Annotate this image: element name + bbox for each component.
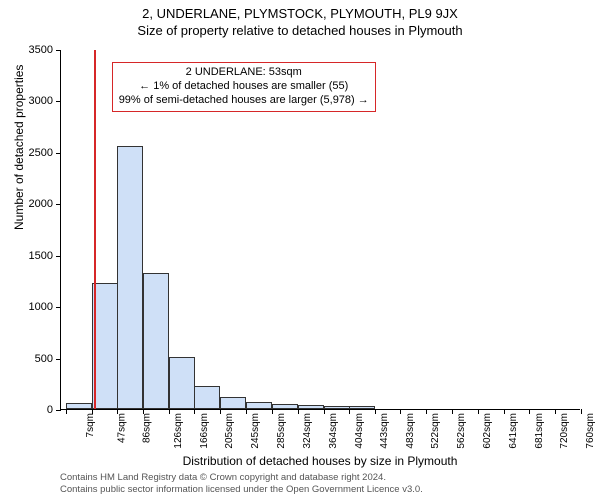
x-tick [555, 409, 556, 414]
x-tick [117, 409, 118, 414]
x-tick [220, 409, 221, 414]
info-box-line: 2 UNDERLANE: 53sqm [119, 66, 369, 80]
page-title-main: 2, UNDERLANE, PLYMSTOCK, PLYMOUTH, PL9 9… [0, 0, 600, 21]
x-tick [349, 409, 350, 414]
x-tick [298, 409, 299, 414]
x-tick [272, 409, 273, 414]
histogram-bar [117, 146, 143, 409]
y-tick [56, 256, 61, 257]
x-tick [400, 409, 401, 414]
x-tick-label: 364sqm [328, 413, 339, 449]
y-tick [56, 50, 61, 51]
histogram-bar [349, 406, 375, 409]
x-tick-label: 562sqm [456, 413, 467, 449]
x-tick-label: 86sqm [141, 413, 152, 443]
x-tick [169, 409, 170, 414]
y-tick [56, 101, 61, 102]
x-tick-label: 245sqm [250, 413, 261, 449]
x-tick-label: 7sqm [85, 413, 96, 437]
x-tick [92, 409, 93, 414]
y-tick [56, 204, 61, 205]
x-tick-label: 720sqm [559, 413, 570, 449]
y-tick [56, 359, 61, 360]
y-tick-label: 1500 [29, 250, 53, 262]
histogram-bar [272, 404, 298, 409]
x-tick-label: 522sqm [430, 413, 441, 449]
x-tick [66, 409, 67, 414]
y-tick-label: 3500 [29, 44, 53, 56]
x-tick [246, 409, 247, 414]
footer: Contains HM Land Registry data © Crown c… [60, 472, 423, 496]
x-axis-title: Distribution of detached houses by size … [60, 454, 580, 468]
x-tick [375, 409, 376, 414]
y-tick-label: 2000 [29, 198, 53, 210]
x-tick-label: 483sqm [405, 413, 416, 449]
x-tick [504, 409, 505, 414]
chart-area: 05001000150020002500300035007sqm47sqm86s… [60, 50, 580, 410]
x-tick [324, 409, 325, 414]
footer-line-1: Contains HM Land Registry data © Crown c… [60, 472, 423, 484]
y-axis-title: Number of detached properties [12, 65, 26, 230]
y-tick-label: 1000 [29, 301, 53, 313]
x-tick-label: 166sqm [199, 413, 210, 449]
x-tick-label: 205sqm [224, 413, 235, 449]
y-tick [56, 153, 61, 154]
histogram-bar [220, 397, 246, 409]
x-tick-label: 602sqm [482, 413, 493, 449]
y-tick-label: 0 [47, 404, 53, 416]
x-tick-label: 47sqm [116, 413, 127, 443]
y-tick-label: 3000 [29, 95, 53, 107]
x-tick [478, 409, 479, 414]
x-tick-label: 760sqm [585, 413, 596, 449]
x-tick-label: 324sqm [302, 413, 313, 449]
info-box-line: ← 1% of detached houses are smaller (55) [119, 80, 369, 94]
plot: 05001000150020002500300035007sqm47sqm86s… [60, 50, 580, 410]
x-tick [581, 409, 582, 414]
y-tick [56, 410, 61, 411]
x-tick [426, 409, 427, 414]
histogram-bar [66, 403, 92, 409]
histogram-bar [169, 357, 195, 409]
y-tick-label: 500 [35, 353, 53, 365]
histogram-bar [143, 273, 169, 409]
x-tick [194, 409, 195, 414]
x-tick [143, 409, 144, 414]
x-tick-label: 285sqm [276, 413, 287, 449]
y-tick [56, 307, 61, 308]
x-tick-label: 443sqm [379, 413, 390, 449]
histogram-bar [298, 405, 324, 409]
x-tick [529, 409, 530, 414]
info-box-line: 99% of semi-detached houses are larger (… [119, 94, 369, 108]
histogram-bar [246, 402, 272, 409]
x-tick-label: 681sqm [534, 413, 545, 449]
page-title-sub: Size of property relative to detached ho… [0, 21, 600, 38]
histogram-bar [324, 406, 350, 409]
info-box: 2 UNDERLANE: 53sqm← 1% of detached house… [112, 62, 376, 111]
histogram-bar [194, 386, 220, 409]
x-tick [452, 409, 453, 414]
y-tick-label: 2500 [29, 147, 53, 159]
x-tick-label: 641sqm [508, 413, 519, 449]
footer-line-2: Contains public sector information licen… [60, 484, 423, 496]
reference-line [94, 50, 96, 409]
x-tick-label: 404sqm [354, 413, 365, 449]
x-tick-label: 126sqm [173, 413, 184, 449]
